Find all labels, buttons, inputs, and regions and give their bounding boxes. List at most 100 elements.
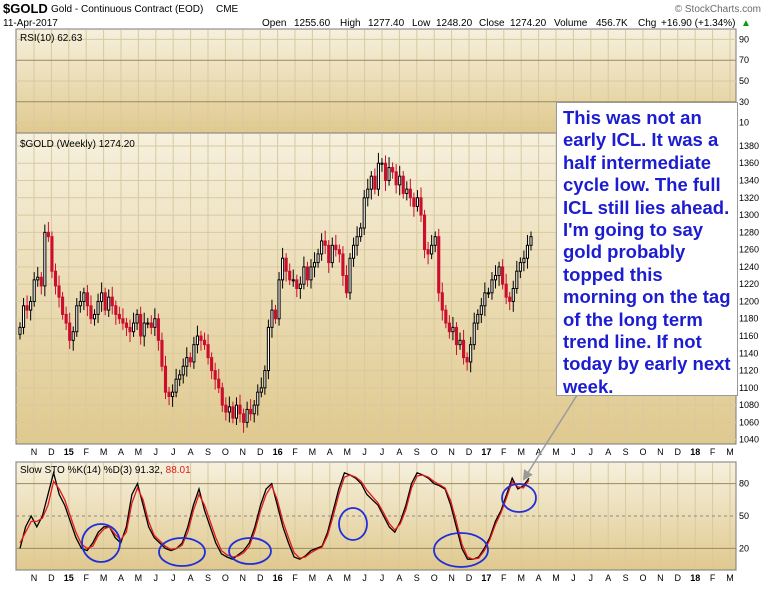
x-tick-label: D xyxy=(257,447,264,457)
x-tick-label: J xyxy=(362,447,367,457)
candle-up xyxy=(266,326,270,372)
candle-up xyxy=(355,236,359,246)
candle-down xyxy=(323,240,327,246)
x-tick-label: F xyxy=(83,573,89,583)
candle-down xyxy=(61,296,65,315)
candle-up xyxy=(92,313,97,320)
candle-up xyxy=(227,406,231,413)
stochastic-legend: Slow STO %K(14) %D(3) 91.32, 88.01 xyxy=(20,465,191,476)
candle-down xyxy=(383,162,388,182)
circle-6 xyxy=(501,483,537,513)
candle-down xyxy=(238,404,242,415)
x-tick-label: J xyxy=(589,573,594,583)
candle-down xyxy=(39,276,43,287)
close-value: 1274.20 xyxy=(510,18,547,29)
candle-down xyxy=(46,231,50,238)
x-tick-label: O xyxy=(639,447,646,457)
candle-down xyxy=(401,175,405,194)
x-tick-label: 18 xyxy=(690,573,700,583)
candle-up xyxy=(352,244,356,259)
x-tick-label: J xyxy=(154,447,159,457)
candle-down xyxy=(341,253,345,277)
candle-up xyxy=(490,279,494,294)
x-tick-label: F xyxy=(292,447,298,457)
candle-up xyxy=(135,313,139,324)
candle-up xyxy=(100,292,104,302)
y-axis-labels: 90 70 50 30 10 1380 1360 1340 1320 1300 1280 1260 12… xyxy=(739,34,759,553)
candle-down xyxy=(121,318,125,324)
candle-up xyxy=(387,167,391,182)
low-label: Low xyxy=(412,18,431,29)
x-tick-label: A xyxy=(188,447,194,457)
price-tick-label: 1200 xyxy=(739,296,759,306)
candle-up xyxy=(281,257,285,281)
candle-down xyxy=(210,357,214,372)
x-tick-label: N xyxy=(31,447,38,457)
candle-up xyxy=(32,279,36,302)
candle-down xyxy=(394,171,398,186)
candle-up xyxy=(497,266,501,277)
x-tick-label: M xyxy=(309,447,317,457)
rsi-tick-label: 90 xyxy=(739,34,749,44)
x-tick-label: 17 xyxy=(481,447,491,457)
candle-up xyxy=(96,300,100,315)
candle-down xyxy=(139,313,143,337)
candle-down xyxy=(231,406,235,419)
x-tick-label: F xyxy=(501,573,507,583)
candle-down xyxy=(114,305,118,315)
candle-down xyxy=(501,266,505,285)
candle-up xyxy=(291,279,295,282)
price-tick-label: 1300 xyxy=(739,210,759,220)
callout-box: This was not an early ICL. It was a half… xyxy=(556,102,738,397)
candle-up xyxy=(270,309,274,328)
candle-up xyxy=(522,257,526,264)
candle-down xyxy=(128,326,132,333)
candle-down xyxy=(124,322,129,328)
candle-up xyxy=(263,370,267,389)
candle-up xyxy=(511,288,515,302)
price-tick-label: 1260 xyxy=(739,245,759,255)
candle-up xyxy=(458,339,462,346)
rsi-tick-label: 30 xyxy=(739,97,749,107)
x-tick-label: D xyxy=(466,447,473,457)
candles-layer xyxy=(18,152,533,433)
candle-down xyxy=(89,305,93,320)
candle-down xyxy=(288,270,292,281)
candle-up xyxy=(366,188,370,199)
x-tick-label: N xyxy=(657,447,664,457)
x-tick-label: J xyxy=(362,573,367,583)
change-label: Chg xyxy=(638,18,656,29)
candle-down xyxy=(373,175,377,190)
change-value: +16.90 (+1.34%) xyxy=(661,18,736,29)
candle-up xyxy=(309,266,313,281)
price-tick-label: 1060 xyxy=(739,417,759,427)
circle-5 xyxy=(433,532,489,568)
candle-down xyxy=(103,292,107,311)
x-tick-label: A xyxy=(605,447,611,457)
price-tick-label: 1040 xyxy=(739,435,759,445)
candle-up xyxy=(234,404,239,419)
candle-up xyxy=(430,244,434,255)
candle-up xyxy=(29,300,33,311)
candle-up xyxy=(405,188,409,194)
stochastic-legend-d-value: 88.01 xyxy=(166,465,191,476)
candle-up xyxy=(185,357,189,367)
candle-down xyxy=(334,244,338,251)
candle-down xyxy=(337,249,341,255)
candle-up xyxy=(320,240,324,255)
x-tick-label: 15 xyxy=(64,573,74,583)
x-tick-label: A xyxy=(327,447,333,457)
rsi-tick-label: 10 xyxy=(739,118,749,128)
candle-down xyxy=(284,257,288,272)
candle-down xyxy=(220,387,224,406)
candle-up xyxy=(82,292,86,302)
candle-down xyxy=(295,279,299,290)
price-tick-label: 1160 xyxy=(739,331,758,341)
candle-up xyxy=(43,231,47,287)
x-tick-label: M xyxy=(726,447,734,457)
candle-up xyxy=(36,276,40,281)
candle-up xyxy=(71,331,75,341)
candle-down xyxy=(57,285,61,298)
candle-up xyxy=(486,292,490,295)
